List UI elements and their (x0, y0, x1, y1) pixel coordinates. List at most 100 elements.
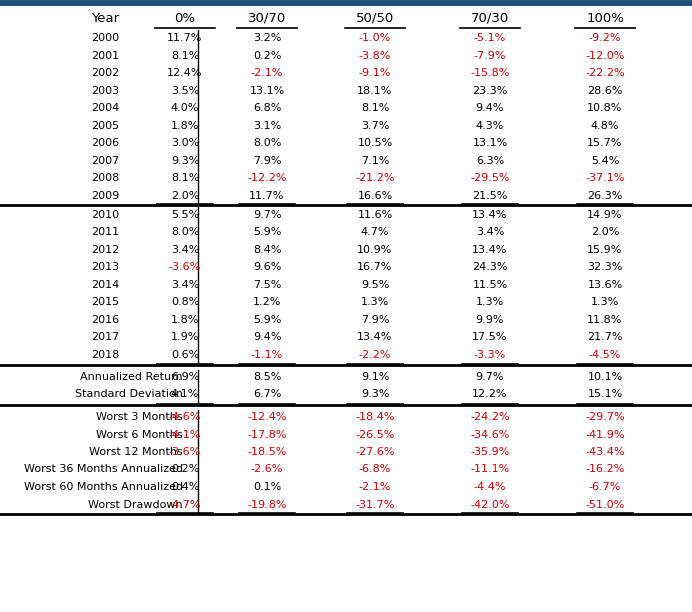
Text: -16.2%: -16.2% (585, 465, 625, 474)
Text: 1.8%: 1.8% (171, 121, 199, 130)
Text: 2011: 2011 (91, 228, 119, 237)
Text: 2017: 2017 (91, 332, 119, 342)
Text: -2.1%: -2.1% (251, 68, 283, 78)
Text: 8.0%: 8.0% (171, 228, 199, 237)
Text: Worst Drawdown: Worst Drawdown (89, 499, 183, 510)
Text: -7.9%: -7.9% (474, 51, 507, 61)
Text: -4.7%: -4.7% (169, 499, 201, 510)
Text: 2007: 2007 (91, 155, 119, 166)
Text: 18.1%: 18.1% (357, 86, 392, 95)
Text: 10.5%: 10.5% (357, 138, 392, 148)
Text: -6.7%: -6.7% (589, 482, 621, 492)
Text: 4.1%: 4.1% (171, 389, 199, 399)
Text: 6.7%: 6.7% (253, 389, 281, 399)
Text: 2003: 2003 (91, 86, 119, 95)
Text: -9.1%: -9.1% (359, 68, 391, 78)
Text: 1.3%: 1.3% (361, 297, 389, 307)
Text: 0.8%: 0.8% (171, 297, 199, 307)
Text: -5.1%: -5.1% (474, 33, 506, 43)
Text: -1.1%: -1.1% (251, 350, 283, 360)
Text: 10.9%: 10.9% (357, 245, 392, 255)
Text: -42.0%: -42.0% (471, 499, 510, 510)
Text: 70/30: 70/30 (471, 12, 509, 24)
Text: -21.2%: -21.2% (355, 173, 394, 183)
Text: 0.4%: 0.4% (171, 482, 199, 492)
Text: 3.4%: 3.4% (171, 245, 199, 255)
Text: 0%: 0% (174, 12, 196, 24)
Text: 24.3%: 24.3% (472, 263, 508, 272)
Text: 7.9%: 7.9% (253, 155, 281, 166)
Text: 8.0%: 8.0% (253, 138, 281, 148)
Text: 8.1%: 8.1% (361, 103, 389, 113)
Text: 4.0%: 4.0% (171, 103, 199, 113)
Text: 12.4%: 12.4% (167, 68, 203, 78)
Text: 6.3%: 6.3% (476, 155, 504, 166)
Text: -18.4%: -18.4% (355, 412, 394, 422)
Text: -29.5%: -29.5% (471, 173, 510, 183)
Text: -3.8%: -3.8% (359, 51, 391, 61)
Text: 15.9%: 15.9% (588, 245, 623, 255)
Text: 4.7%: 4.7% (361, 228, 389, 237)
Text: 3.5%: 3.5% (171, 86, 199, 95)
Text: 8.4%: 8.4% (253, 245, 281, 255)
Text: 2015: 2015 (91, 297, 119, 307)
Text: -24.2%: -24.2% (470, 412, 510, 422)
Text: 7.5%: 7.5% (253, 280, 281, 290)
Text: 15.7%: 15.7% (588, 138, 623, 148)
Text: 17.5%: 17.5% (473, 332, 508, 342)
Text: 2006: 2006 (91, 138, 119, 148)
Text: -4.1%: -4.1% (169, 430, 201, 439)
Text: -34.6%: -34.6% (471, 430, 510, 439)
Text: 2009: 2009 (91, 190, 119, 201)
Text: 32.3%: 32.3% (588, 263, 623, 272)
Text: 2016: 2016 (91, 315, 119, 325)
Text: -1.0%: -1.0% (359, 33, 391, 43)
Text: 13.4%: 13.4% (357, 332, 392, 342)
Text: -22.2%: -22.2% (585, 68, 625, 78)
Text: Worst 12 Months: Worst 12 Months (89, 447, 183, 457)
Text: -19.8%: -19.8% (247, 499, 286, 510)
Text: -43.4%: -43.4% (585, 447, 625, 457)
Text: 3.7%: 3.7% (361, 121, 389, 130)
Text: -2.1%: -2.1% (359, 482, 391, 492)
Text: -12.2%: -12.2% (247, 173, 286, 183)
Text: 10.1%: 10.1% (588, 371, 623, 382)
Text: -9.2%: -9.2% (589, 33, 621, 43)
Text: 12.2%: 12.2% (472, 389, 508, 399)
Text: -4.6%: -4.6% (169, 412, 201, 422)
Text: -11.1%: -11.1% (471, 465, 509, 474)
Text: 0.2%: 0.2% (253, 51, 281, 61)
Text: -3.6%: -3.6% (169, 447, 201, 457)
Text: 7.1%: 7.1% (361, 155, 389, 166)
Text: 0.6%: 0.6% (171, 350, 199, 360)
Text: 9.3%: 9.3% (171, 155, 199, 166)
Text: 8.1%: 8.1% (171, 51, 199, 61)
Text: -29.7%: -29.7% (585, 412, 625, 422)
Text: -37.1%: -37.1% (585, 173, 625, 183)
Text: 100%: 100% (586, 12, 624, 24)
Text: 10.8%: 10.8% (588, 103, 623, 113)
Text: 11.5%: 11.5% (473, 280, 508, 290)
Text: Worst 6 Months: Worst 6 Months (96, 430, 183, 439)
Text: 13.4%: 13.4% (473, 210, 508, 220)
Text: -12.4%: -12.4% (247, 412, 286, 422)
Text: 1.3%: 1.3% (591, 297, 619, 307)
Text: 9.3%: 9.3% (361, 389, 389, 399)
Text: 5.4%: 5.4% (591, 155, 619, 166)
Text: 13.6%: 13.6% (588, 280, 623, 290)
Text: 11.7%: 11.7% (249, 190, 284, 201)
Text: 3.4%: 3.4% (171, 280, 199, 290)
Text: 1.9%: 1.9% (171, 332, 199, 342)
Text: 6.9%: 6.9% (171, 371, 199, 382)
Text: 15.1%: 15.1% (588, 389, 623, 399)
Text: 50/50: 50/50 (356, 12, 394, 24)
Text: 2001: 2001 (91, 51, 119, 61)
Text: -15.8%: -15.8% (471, 68, 510, 78)
Text: -41.9%: -41.9% (585, 430, 625, 439)
Text: 16.6%: 16.6% (357, 190, 392, 201)
Text: 5.5%: 5.5% (171, 210, 199, 220)
Text: 3.2%: 3.2% (253, 33, 281, 43)
Text: -6.8%: -6.8% (359, 465, 391, 474)
Text: 13.4%: 13.4% (473, 245, 508, 255)
Text: Standard Deviation: Standard Deviation (75, 389, 183, 399)
